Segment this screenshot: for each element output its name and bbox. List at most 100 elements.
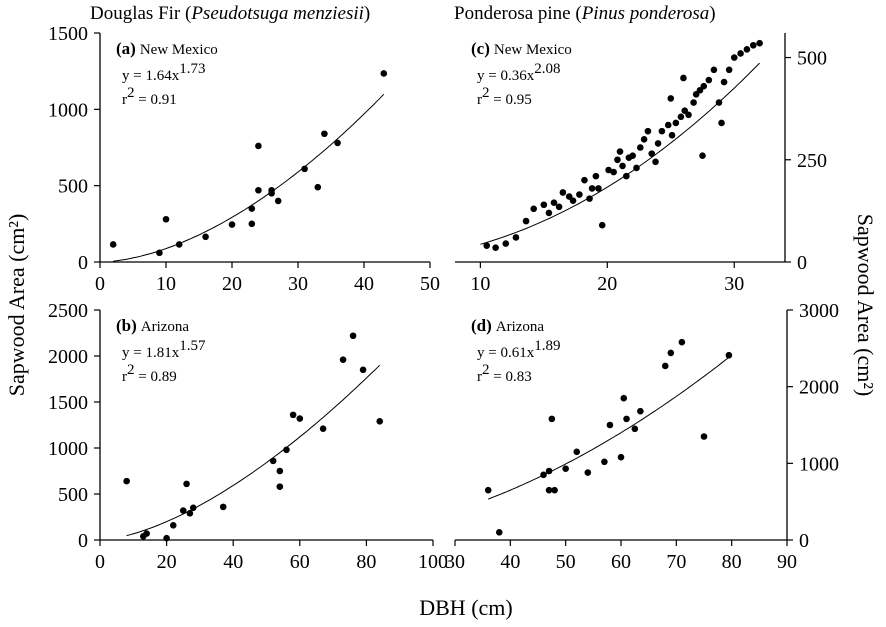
data-point	[661, 362, 669, 370]
data-point	[672, 119, 680, 127]
y-tick-label: 500	[58, 176, 88, 198]
y-tick-label: 2000	[48, 346, 88, 368]
data-point	[586, 195, 593, 202]
r2-exponent: 2	[482, 362, 490, 378]
data-point	[202, 233, 209, 241]
data-point	[700, 82, 708, 90]
x-tick-label: 20	[597, 273, 617, 295]
data-point	[562, 465, 569, 473]
data-point	[680, 74, 687, 82]
column-title-douglas-fir: Douglas Fir (Pseudotsuga menziesii)	[90, 3, 370, 24]
data-point	[700, 433, 708, 440]
y-axis-label-left: Sapwood Area (cm²)	[4, 214, 29, 397]
x-tick-label: 100	[418, 551, 448, 573]
data-point	[598, 221, 606, 229]
data-point	[228, 221, 236, 228]
data-point	[690, 99, 697, 106]
fit-curve	[488, 354, 733, 500]
data-point	[648, 150, 656, 157]
data-point	[248, 205, 256, 212]
r2-value: = 0.95	[490, 92, 532, 108]
data-point	[658, 127, 666, 135]
y-tick-label: 2500	[48, 300, 88, 322]
y-tick-label: 1000	[48, 438, 88, 460]
panel-d: 30 40 50 60 70 80 900 1000 2000 3000 (d) Arizona y =…	[445, 300, 839, 573]
data-point	[319, 425, 327, 432]
y-tick-label: 1000	[48, 99, 88, 121]
y-tick-label: 3000	[799, 300, 839, 322]
data-point	[629, 152, 636, 159]
r2-value: = 0.89	[135, 369, 177, 385]
data-point	[550, 199, 558, 207]
x-tick-label: 40	[354, 273, 374, 295]
r2-exponent: 2	[127, 85, 135, 101]
data-point	[654, 140, 662, 147]
data-point	[678, 338, 686, 346]
y-tick-label: 2000	[799, 377, 839, 399]
data-point	[581, 176, 588, 184]
r2-value: = 0.91	[135, 92, 177, 108]
data-point	[720, 78, 728, 86]
panel-label: (a) New Mexico	[116, 39, 218, 58]
data-point	[179, 507, 187, 514]
data-point	[619, 162, 626, 170]
data-point	[652, 158, 659, 166]
panel-letter: (a)	[116, 39, 136, 58]
panel-letter: (c)	[471, 39, 490, 58]
data-point	[737, 50, 744, 57]
data-point	[677, 113, 685, 121]
data-point	[601, 458, 608, 466]
panel-region: New Mexico	[140, 42, 218, 58]
data-point	[644, 127, 652, 135]
data-point	[605, 166, 612, 174]
data-point	[283, 446, 290, 454]
x-tick-label: 10	[156, 273, 176, 295]
data-point	[502, 240, 510, 247]
r-squared: r2 = 0.91	[122, 85, 177, 108]
data-point	[743, 46, 751, 53]
data-point	[588, 185, 596, 192]
data-point	[545, 486, 553, 494]
fit-equation: y = 1.64x1.73	[122, 61, 205, 84]
equation-coef: y = 1.81x	[122, 345, 180, 361]
x-tick-label: 50	[556, 551, 576, 573]
data-point	[492, 244, 499, 251]
r2-label: r	[122, 92, 127, 108]
x-tick-label: 70	[666, 551, 686, 573]
data-point	[559, 189, 567, 196]
panel-label: (c) New Mexico	[471, 39, 572, 58]
data-point	[614, 156, 621, 164]
panel-label: (d) Arizona	[471, 316, 544, 335]
equation-exponent: 2.08	[534, 61, 560, 77]
data-point	[637, 144, 644, 151]
data-point	[163, 534, 170, 542]
r-squared: r2 = 0.83	[477, 362, 532, 385]
x-tick-label: 10	[470, 273, 490, 295]
data-point	[156, 249, 163, 257]
data-point	[617, 453, 625, 461]
data-point	[484, 486, 492, 494]
r2-exponent: 2	[127, 362, 135, 378]
data-point	[183, 480, 190, 488]
panel-region: Arizona	[496, 319, 545, 335]
data-point	[545, 467, 553, 475]
y-tick-label: 0	[799, 530, 809, 552]
data-point	[573, 448, 581, 456]
data-point	[359, 366, 367, 374]
data-point	[725, 66, 733, 74]
panel-letter: (b)	[116, 316, 137, 335]
equation-exponent: 1.89	[534, 338, 560, 354]
r2-label: r	[122, 369, 127, 385]
data-point	[576, 191, 583, 198]
data-point	[606, 421, 614, 429]
r2-value: = 0.83	[490, 369, 532, 385]
y-tick-label: 1500	[48, 23, 88, 45]
data-point	[169, 521, 177, 529]
x-tick-label: 20	[157, 551, 177, 573]
data-point	[189, 504, 197, 512]
data-point	[334, 139, 341, 147]
data-point	[699, 152, 706, 159]
data-point	[595, 185, 602, 192]
